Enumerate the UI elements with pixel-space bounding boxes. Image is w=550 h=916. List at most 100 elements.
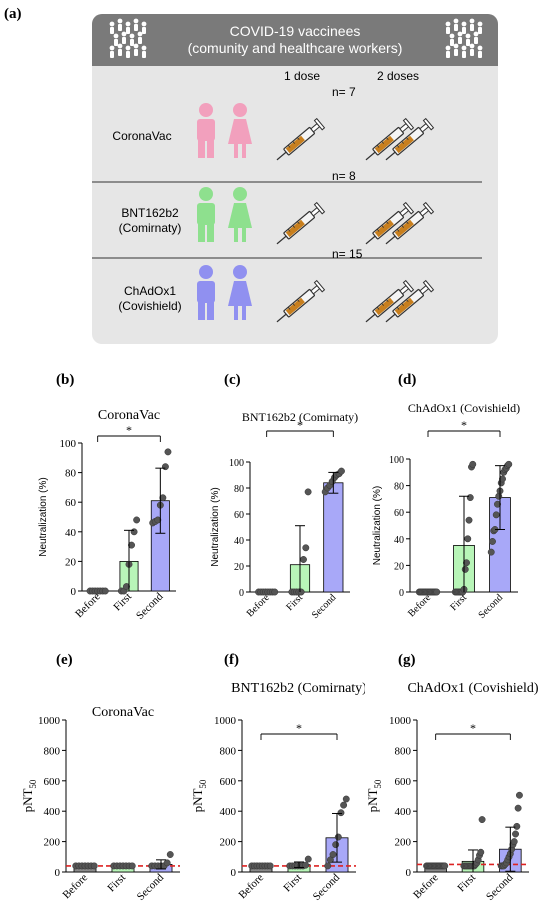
x-tick-label: Second bbox=[311, 871, 343, 903]
data-point bbox=[463, 559, 470, 567]
y-tick-label: 600 bbox=[395, 776, 412, 788]
x-tick-label: Second bbox=[134, 590, 166, 622]
female-person-icon bbox=[228, 187, 252, 242]
data-point bbox=[163, 859, 171, 867]
vaccine-name-sub: (Covishield) bbox=[118, 299, 181, 313]
x-tick-label: First bbox=[455, 872, 478, 895]
panel-letter-e: (e) bbox=[56, 652, 73, 668]
chart-title: BNT162b2 (Comirnaty) bbox=[231, 681, 365, 696]
data-point bbox=[334, 833, 342, 841]
infographic-svg: COVID-19 vaccinees (comunity and healthc… bbox=[92, 14, 498, 344]
data-point bbox=[477, 848, 485, 856]
group-size: n= 15 bbox=[332, 247, 363, 261]
data-point bbox=[271, 588, 279, 596]
data-point bbox=[515, 791, 523, 799]
data-point bbox=[465, 516, 473, 524]
vaccine-row-3: ChAdOx1(Covishield) n= 15 bbox=[118, 247, 435, 328]
data-point bbox=[489, 538, 496, 545]
banner-line-1: COVID-19 vaccinees bbox=[230, 23, 361, 39]
data-point bbox=[469, 460, 477, 468]
data-point bbox=[90, 862, 98, 870]
x-tick-label: Second bbox=[477, 592, 506, 621]
data-point bbox=[478, 816, 486, 824]
significance-label: * bbox=[297, 418, 303, 432]
y-tick-label: 400 bbox=[220, 806, 237, 818]
data-point bbox=[340, 801, 348, 809]
y-tick-label: 0 bbox=[71, 586, 77, 598]
data-point bbox=[512, 830, 519, 838]
data-point bbox=[433, 588, 441, 596]
y-tick-label: 60 bbox=[65, 497, 77, 509]
y-axis-label-subscript: 50 bbox=[198, 779, 208, 789]
data-point bbox=[441, 862, 449, 870]
infographic-background bbox=[92, 14, 498, 344]
vaccine-name-sub: (Comirnaty) bbox=[119, 221, 182, 235]
chart-title: BNT162b2 (Comirnaty) bbox=[242, 410, 358, 424]
panel-letter-g: (g) bbox=[398, 652, 416, 668]
chart-g-chadox1-pnt50: ChAdOx1 (Covishield) 0 200 400 600 800 1000 pNT… bbox=[365, 681, 539, 903]
data-point bbox=[164, 448, 172, 456]
y-axis-label: pNT50 bbox=[20, 779, 38, 812]
data-point bbox=[302, 544, 310, 552]
y-tick-label: 1000 bbox=[38, 715, 61, 727]
data-point bbox=[304, 488, 312, 496]
data-point bbox=[304, 855, 312, 863]
male-person-icon bbox=[197, 103, 215, 158]
chart-b-coronavac-neutralization: CoronaVac 0 20 40 60 80 100 Neutralization (%) B… bbox=[38, 408, 176, 622]
data-point bbox=[300, 556, 307, 563]
data-point bbox=[513, 822, 521, 830]
x-tick-label: First bbox=[281, 872, 304, 895]
data-point bbox=[133, 516, 141, 524]
x-tick-label: Before bbox=[60, 872, 90, 902]
data-point bbox=[505, 460, 513, 468]
data-point bbox=[337, 809, 345, 817]
header-1-dose: 1 dose bbox=[284, 69, 320, 83]
y-tick-label: 80 bbox=[394, 482, 404, 493]
x-tick-label: Second bbox=[135, 871, 167, 903]
data-point bbox=[324, 862, 332, 870]
panel-letter-c: (c) bbox=[224, 372, 241, 388]
bar-second bbox=[323, 482, 344, 593]
y-tick-label: 60 bbox=[234, 510, 244, 521]
vaccine-row-1: CoronaVac n= 7 bbox=[112, 85, 435, 166]
y-tick-label: 20 bbox=[65, 556, 77, 568]
data-point bbox=[466, 494, 474, 502]
y-tick-label: 20 bbox=[394, 561, 404, 572]
header-2-doses: 2 doses bbox=[377, 69, 419, 83]
data-point bbox=[128, 541, 135, 549]
y-tick-label: 40 bbox=[65, 527, 77, 539]
chart-e-coronavac-pnt50: CoronaVac 0 200 400 600 800 1000 pNT50 Before Fir… bbox=[20, 705, 180, 903]
data-point bbox=[130, 528, 138, 536]
data-point bbox=[128, 862, 136, 870]
y-axis-label-subscript: 50 bbox=[373, 779, 383, 789]
vaccinee-infographic: (a) COVID- bbox=[0, 0, 550, 360]
y-tick-label: 400 bbox=[44, 806, 61, 818]
x-tick-label: Before bbox=[406, 592, 433, 619]
data-point bbox=[514, 804, 522, 812]
y-tick-label: 40 bbox=[394, 535, 404, 546]
y-tick-label: 40 bbox=[234, 536, 244, 547]
data-point bbox=[342, 795, 350, 803]
data-point bbox=[494, 500, 501, 508]
chart-title: CoronaVac bbox=[92, 705, 154, 720]
y-tick-label: 80 bbox=[65, 468, 77, 480]
data-point bbox=[338, 467, 345, 475]
chart-title: ChAdOx1 (Covishield) bbox=[408, 401, 520, 415]
y-tick-label: 0 bbox=[239, 588, 244, 599]
y-axis-label: pNT50 bbox=[365, 779, 383, 812]
vaccine-name: ChAdOx1 bbox=[124, 284, 176, 298]
vaccine-row-2: BNT162b2(Comirnaty) n= 8 bbox=[119, 169, 435, 250]
y-tick-label: 200 bbox=[395, 837, 412, 849]
banner-line-2: (comunity and healthcare workers) bbox=[188, 40, 403, 56]
female-person-icon bbox=[228, 103, 252, 158]
y-tick-label: 600 bbox=[220, 776, 237, 788]
y-tick-label: 100 bbox=[229, 458, 244, 469]
data-point bbox=[464, 535, 472, 543]
panel-letter-b: (b) bbox=[56, 372, 75, 388]
vaccine-name: CoronaVac bbox=[112, 129, 171, 143]
data-point bbox=[166, 851, 174, 858]
data-point bbox=[159, 494, 167, 502]
data-point bbox=[101, 587, 109, 595]
group-size: n= 7 bbox=[332, 85, 356, 99]
x-tick-label: Before bbox=[411, 872, 441, 902]
